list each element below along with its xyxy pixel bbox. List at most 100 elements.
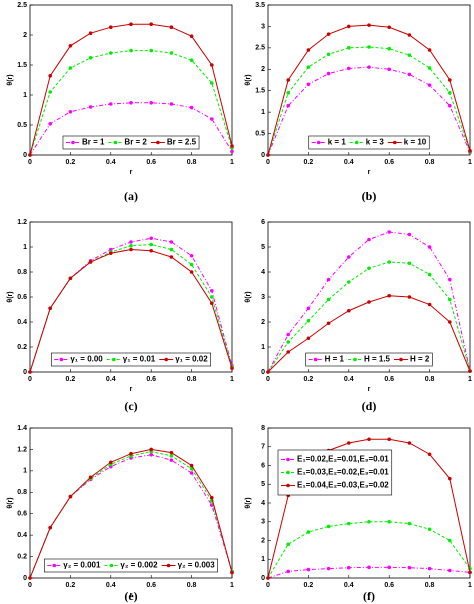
y-tick-label: 2 — [261, 537, 265, 544]
series-line — [29, 102, 233, 156]
legend-label: γ₂ = 0.003 — [178, 561, 216, 570]
legend-marker — [354, 140, 359, 145]
data-point — [448, 320, 452, 324]
data-point — [109, 51, 113, 55]
legend: Br = 1 Br = 2 Br = 2.5 — [62, 135, 200, 150]
legend-label: Br = 2 — [124, 138, 147, 147]
legend-box — [277, 449, 393, 496]
x-tick-label: 0.8 — [187, 376, 197, 383]
data-point — [448, 538, 452, 543]
data-point — [448, 568, 452, 573]
x-tick-label: 0.8 — [425, 376, 435, 383]
data-point — [387, 230, 392, 234]
data-point — [427, 272, 432, 277]
plot-frame — [267, 4, 471, 156]
x-tick-label: 0.2 — [66, 159, 76, 166]
data-point — [306, 530, 311, 534]
x-tick-label: 0.6 — [146, 582, 156, 589]
data-point — [169, 25, 174, 30]
legend-box — [308, 135, 430, 150]
y-tick-label: 0 — [23, 152, 27, 159]
series-line — [29, 237, 233, 373]
y-tick-label: 1 — [261, 556, 265, 563]
x-tick-label: 0.8 — [187, 582, 197, 589]
y-tick-label: 1 — [261, 344, 265, 351]
data-point — [169, 255, 174, 259]
y-tick-label: 0 — [23, 575, 27, 582]
y-tick-label: 0 — [261, 575, 265, 582]
legend-label: γ₁ = 0.01 — [123, 355, 156, 364]
y-tick-label: 8 — [261, 425, 265, 432]
x-tick-label: 0 — [28, 582, 32, 589]
y-axis-label: θ(r) — [7, 291, 14, 302]
legend-marker — [111, 357, 116, 362]
y-tick-label: 1.4 — [17, 425, 27, 432]
series-line — [267, 24, 471, 156]
x-tick-label: 0 — [28, 376, 32, 383]
legend-marker — [286, 470, 290, 475]
legend-label: E₁=0.03,E₂=0.02,E₃=0.01 — [297, 468, 389, 477]
x-tick-label: 0 — [266, 376, 270, 383]
data-point — [189, 463, 194, 468]
legend-marker — [59, 357, 64, 362]
y-tick-label: 3 — [261, 294, 265, 301]
data-point — [427, 48, 432, 52]
data-point — [407, 261, 412, 266]
data-point — [189, 471, 194, 475]
x-axis-label: r — [130, 169, 133, 176]
x-tick-label: 0.8 — [425, 159, 435, 166]
data-point — [48, 122, 52, 126]
data-point — [407, 33, 412, 37]
data-point — [109, 102, 113, 106]
data-point — [28, 576, 32, 580]
data-point — [189, 270, 194, 274]
plot-frame — [267, 221, 471, 373]
data-point — [109, 251, 113, 256]
y-tick-label: 3 — [261, 23, 265, 30]
data-point — [189, 58, 194, 62]
y-tick-label: 0.5 — [255, 130, 265, 137]
y-tick-label: 4 — [261, 269, 265, 276]
x-tick-label: 0.8 — [187, 159, 197, 166]
legend-box — [43, 558, 219, 573]
legend: γ₁ = 0.00 γ₁ = 0.01 γ₁ = 0.02 — [51, 352, 211, 367]
data-point — [149, 101, 153, 105]
data-point — [306, 336, 311, 341]
data-point — [266, 153, 270, 157]
data-point — [149, 236, 153, 241]
y-tick-label: 1 — [23, 244, 27, 251]
data-point — [407, 441, 412, 445]
data-point — [347, 521, 351, 526]
y-tick-label: 2 — [261, 66, 265, 73]
y-tick-label: 0.6 — [17, 294, 27, 301]
y-axis-label: θ(r) — [7, 74, 14, 85]
data-point — [210, 295, 214, 299]
data-point — [306, 318, 311, 323]
x-tick-label: 1 — [468, 582, 472, 589]
data-point — [169, 458, 174, 462]
data-point — [48, 74, 52, 78]
data-point — [326, 71, 331, 76]
x-tick-label: 1 — [468, 376, 472, 383]
data-point — [448, 476, 452, 481]
data-point — [306, 306, 311, 311]
legend-marker — [109, 563, 114, 568]
data-point — [230, 570, 234, 575]
data-point — [149, 22, 153, 27]
caption: (c) — [124, 399, 137, 413]
data-point — [387, 437, 392, 442]
data-point — [367, 237, 371, 242]
data-point — [169, 247, 174, 252]
legend-label: k = 10 — [404, 138, 427, 147]
legend-marker — [286, 457, 290, 462]
caption: (b) — [362, 189, 377, 203]
y-tick-label: 2.5 — [255, 45, 265, 52]
x-tick-label: 0.4 — [106, 376, 116, 383]
data-point — [427, 302, 432, 307]
legend-marker — [156, 140, 160, 145]
data-point — [347, 565, 351, 570]
x-tick-label: 0.6 — [146, 376, 156, 383]
data-point — [28, 370, 32, 374]
caption: (e) — [124, 589, 137, 603]
series-line — [267, 521, 471, 579]
